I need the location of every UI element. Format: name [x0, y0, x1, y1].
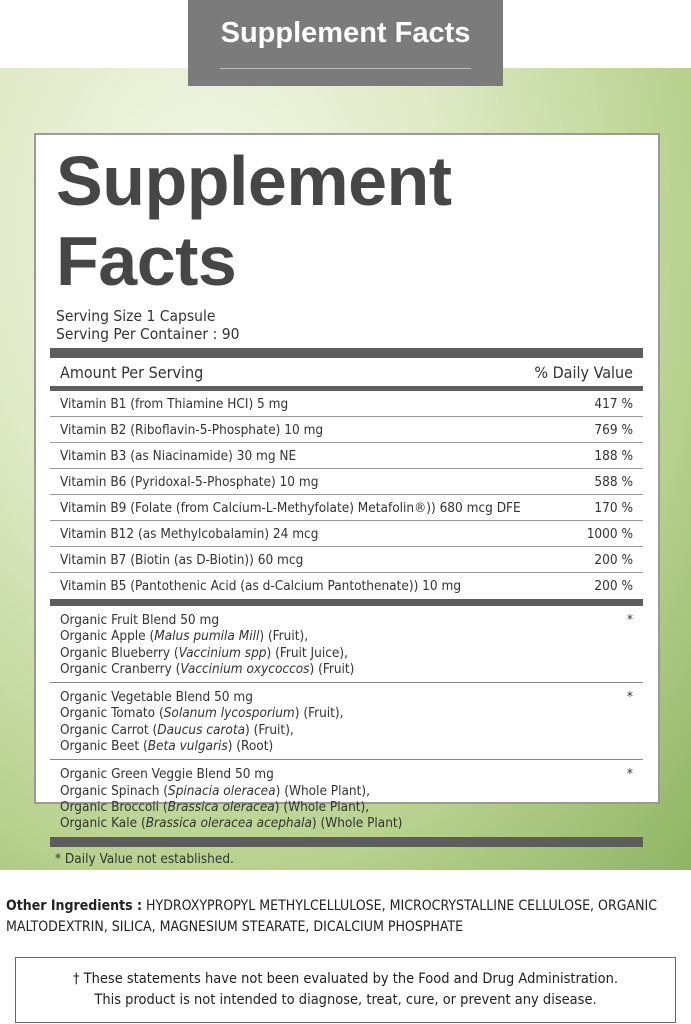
blend-ingredient: Organic Spinach (Spinacia oleracea) (Who…	[60, 783, 402, 799]
ingredient-name: Organic Carrot (	[60, 721, 158, 738]
blend-title: Organic Green Veggie Blend 50 mg	[60, 766, 274, 783]
botanical-name: Spinacia oleracea	[168, 782, 276, 799]
disclaimer-line-1: † These statements have not been evaluat…	[72, 971, 619, 987]
ingredient-name: Organic Beet (	[60, 738, 148, 755]
blend-row: Organic Fruit Blend 50 mg Organic Apple (…	[50, 606, 643, 684]
blend-table: Organic Fruit Blend 50 mg Organic Apple (…	[50, 606, 643, 837]
ingredient-part: ) (Whole Plant)	[311, 815, 403, 832]
nutrient-name: Vitamin B12 (as Methylcobalamin) 24 mcg	[60, 525, 319, 542]
other-ingredients-text: HYDROXYPROPYL METHYLCELLULOSE, MICROCRYS…	[6, 898, 658, 935]
ingredient-part: ) (Whole Plant),	[275, 782, 370, 799]
divider-bar	[50, 599, 643, 606]
serving-size: Serving Size 1 Capsule	[56, 307, 216, 325]
table-row: Vitamin B7 (Biotin (as D-Biotin)) 60 mcg…	[50, 547, 643, 573]
blend-title: Organic Vegetable Blend 50 mg	[60, 689, 253, 706]
blend-title: Organic Fruit Blend 50 mg	[60, 612, 220, 628]
table-row: Vitamin B9 (Folate (from Calcium-L-Methy…	[50, 495, 643, 521]
header-banner: Supplement Facts	[188, 0, 503, 86]
supplement-facts-panel: Supplement Facts Serving Size 1 Capsule …	[34, 133, 660, 867]
daily-value-header: % Daily Value	[534, 363, 633, 382]
nutrient-name: Vitamin B1 (from Thiamine HCI) 5 mg	[60, 395, 289, 412]
divider-bar	[50, 836, 643, 847]
blend-row: Organic Vegetable Blend 50 mg Organic Tom…	[50, 683, 643, 761]
blend-ingredient: Organic Carrot (Daucus carota) (Fruit),	[60, 722, 344, 738]
blend-ingredient: Organic Apple (Malus pumila Mill) (Fruit…	[60, 628, 354, 644]
ingredient-name: Organic Apple (	[60, 628, 155, 645]
botanical-name: Vaccinium oxycoccos	[180, 660, 310, 677]
botanical-name: Brassica oleracea	[167, 798, 275, 815]
servings-per-container: Serving Per Container : 90	[56, 325, 240, 343]
table-row: Vitamin B1 (from Thiamine HCI) 5 mg 417 %	[50, 391, 643, 417]
nutrient-name: Vitamin B6 (Pyridoxal-5-Phosphate) 10 mg	[60, 473, 319, 490]
fda-disclaimer: † These statements have not been evaluat…	[15, 957, 676, 1023]
ingredient-part: ) (Fruit)	[309, 660, 355, 677]
daily-value: 170 %	[594, 499, 633, 516]
ingredient-name: Organic Cranberry (	[60, 660, 181, 677]
header-title: Supplement Facts	[220, 17, 471, 49]
daily-value: *	[626, 689, 633, 706]
divider	[220, 68, 471, 69]
ingredient-name: Organic Kale (	[60, 815, 146, 832]
daily-value: *	[626, 766, 633, 783]
ingredient-name: Organic Spinach (	[60, 782, 168, 799]
ingredient-name: Organic Blueberry (	[60, 644, 179, 661]
table-row: Vitamin B6 (Pyridoxal-5-Phosphate) 10 mg…	[50, 469, 643, 495]
blend-row: Organic Green Veggie Blend 50 mg Organic …	[50, 760, 643, 836]
footnote: * Daily Value not established.	[55, 850, 234, 867]
other-ingredients: Other Ingredients : HYDROXYPROPYL METHYL…	[6, 896, 691, 938]
ingredient-name: Organic Broccoli (	[60, 798, 168, 815]
ingredient-part: ) (Fruit),	[294, 705, 344, 722]
table-header: Amount Per Serving % Daily Value	[50, 358, 643, 386]
daily-value: 417 %	[594, 395, 633, 412]
blend-ingredient: Organic Tomato (Solanum lycosporium) (Fr…	[60, 705, 344, 721]
nutrient-name: Vitamin B2 (Riboflavin-5-Phosphate) 10 m…	[60, 421, 324, 438]
panel-title: Supplement Facts	[56, 142, 452, 300]
daily-value: 188 %	[594, 447, 633, 464]
daily-value: 1000 %	[586, 525, 633, 542]
table-row: Vitamin B5 (Pantothenic Acid (as d-Calci…	[50, 573, 643, 599]
blend-ingredient: Organic Broccoli (Brassica oleracea) (Wh…	[60, 799, 402, 815]
nutrient-name: Vitamin B7 (Biotin (as D-Biotin)) 60 mcg	[60, 551, 304, 568]
disclaimer-line-2: This product is not intended to diagnose…	[94, 992, 597, 1008]
ingredient-part: ) (Whole Plant),	[274, 798, 370, 815]
ingredient-part: ) (Fruit Juice),	[266, 644, 348, 661]
botanical-name: Solanum lycosporium	[163, 705, 295, 722]
botanical-name: Malus pumila Mill	[154, 628, 260, 645]
nutrient-name: Vitamin B9 (Folate (from Calcium-L-Methy…	[60, 499, 521, 516]
daily-value: 200 %	[594, 578, 633, 594]
divider-bar	[50, 386, 643, 391]
vitamin-table: Vitamin B1 (from Thiamine HCI) 5 mg 417 %…	[50, 391, 643, 599]
other-ingredients-label: Other Ingredients :	[6, 898, 143, 914]
botanical-name: Vaccinium spp	[178, 644, 267, 661]
daily-value: 200 %	[594, 551, 633, 568]
daily-value: 769 %	[594, 421, 633, 438]
blend-ingredient: Organic Blueberry (Vaccinium spp) (Fruit…	[60, 645, 354, 661]
amount-header: Amount Per Serving	[60, 363, 204, 382]
daily-value: *	[626, 612, 633, 628]
table-row: Vitamin B2 (Riboflavin-5-Phosphate) 10 m…	[50, 417, 643, 443]
botanical-name: Beta vulgaris	[147, 738, 228, 755]
botanical-name: Daucus carota	[157, 721, 246, 738]
daily-value: 588 %	[594, 473, 633, 490]
ingredient-part: ) (Root)	[227, 738, 274, 755]
blend-ingredient: Organic Cranberry (Vaccinium oxycoccos) …	[60, 661, 354, 677]
botanical-name: Brassica oleracea acephala	[145, 815, 312, 832]
ingredient-part: ) (Fruit),	[259, 628, 309, 645]
table-row: Vitamin B12 (as Methylcobalamin) 24 mcg 1…	[50, 521, 643, 547]
blend-ingredient: Organic Kale (Brassica oleracea acephala…	[60, 815, 402, 831]
table-row: Vitamin B3 (as Niacinamide) 30 mg NE 188 …	[50, 443, 643, 469]
ingredient-name: Organic Tomato (	[60, 705, 164, 722]
nutrient-name: Vitamin B5 (Pantothenic Acid (as d-Calci…	[60, 578, 462, 594]
nutrient-name: Vitamin B3 (as Niacinamide) 30 mg NE	[60, 447, 297, 464]
blend-ingredient: Organic Beet (Beta vulgaris) (Root)	[60, 738, 344, 754]
divider-bar	[50, 348, 643, 358]
ingredient-part: ) (Fruit),	[245, 721, 294, 738]
